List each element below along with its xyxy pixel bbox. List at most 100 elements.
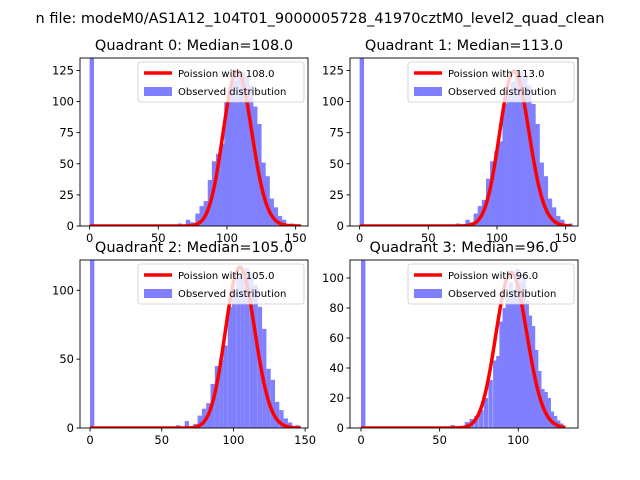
histogram-bar [253, 106, 258, 226]
legend-bar-swatch [144, 87, 172, 96]
y-tick-label: 80 [329, 301, 344, 315]
x-tick-label: 150 [294, 433, 316, 447]
histogram-bar [195, 213, 200, 226]
x-tick-label: 150 [285, 231, 307, 245]
histogram-bar [551, 207, 557, 226]
legend-bar-swatch [144, 289, 172, 298]
subplot-quadrant-0: 0 50 100 150 0 25 50 75 100 125 Quadrant 0: Median… [52, 38, 309, 245]
y-tick-label: 100 [52, 95, 74, 109]
histogram-bar [473, 213, 479, 226]
histogram-bar [556, 216, 561, 226]
histogram-bar [197, 415, 202, 428]
histogram-bar [185, 219, 191, 226]
histogram-bar [502, 308, 507, 428]
legend-box [407, 61, 575, 103]
histogram-bar [518, 71, 524, 226]
legend-label-observed: Observed distribution [178, 87, 286, 98]
histogram-bar [511, 290, 517, 428]
subplot-quadrant-3: 0 50 100 0 20 40 60 80 100 Quadrant 3: Median=96.… [322, 240, 579, 447]
figure-suptitle: n file: modeM0/AS1A12_104T01_9000005728_… [36, 11, 605, 27]
histogram-bar [215, 153, 221, 226]
x-tick-label: 150 [555, 231, 577, 245]
legend-label-poisson: Poission with 108.0 [178, 69, 274, 80]
x-tick-label: 100 [486, 231, 508, 245]
poisson-fit-line [89, 265, 302, 428]
histogram-bar [494, 151, 499, 226]
legend-box [137, 61, 305, 103]
histogram-bar [220, 143, 225, 226]
histogram-bar [232, 290, 237, 428]
histogram-bar [240, 71, 246, 226]
legend: Poission with 96.0 Observed distribution [407, 263, 575, 305]
histogram-bar [546, 398, 551, 428]
histogram-bar [552, 416, 558, 428]
histogram-bar [560, 219, 565, 226]
histogram-bar [510, 81, 516, 226]
histogram-bar [505, 297, 511, 428]
y-tick-label: 20 [329, 391, 344, 405]
y-tick-label: 50 [329, 157, 344, 171]
histogram-bar [244, 76, 250, 226]
histogram-bar [236, 74, 241, 226]
histogram-bar [236, 276, 241, 428]
histogram-bar [287, 422, 293, 428]
x-tick-label: 100 [507, 433, 529, 447]
histogram-bar [493, 360, 498, 428]
y-tick-label: 75 [329, 126, 344, 140]
histogram-bar [270, 379, 276, 428]
legend-label-poisson: Poission with 105.0 [178, 271, 274, 282]
histogram-bar [361, 260, 366, 428]
x-tick-label: 50 [432, 433, 447, 447]
histogram-bar [524, 300, 529, 428]
histogram-bar [502, 104, 507, 226]
histogram-bar [514, 74, 520, 226]
y-tick-label: 0 [67, 421, 74, 435]
histogram-bar [547, 198, 553, 226]
legend: Poission with 108.0 Observed distribution [137, 61, 305, 103]
subplot-title: Quadrant 3: Median=96.0 [370, 240, 559, 256]
poisson-fit-line [89, 69, 302, 226]
legend: Poission with 105.0 Observed distribution [137, 263, 305, 305]
x-tick-label: 100 [222, 433, 244, 447]
legend-label-observed: Observed distribution [448, 289, 556, 300]
x-tick-label: 0 [356, 231, 363, 245]
histogram-bar [227, 306, 232, 428]
histogram-bar [523, 76, 528, 226]
histogram-bar [232, 80, 237, 226]
histogram-bar [279, 410, 284, 428]
histogram-bar [478, 410, 484, 428]
histogram-bar [359, 58, 365, 226]
y-tick-label: 40 [329, 361, 344, 375]
axes-frame [79, 57, 309, 227]
x-tick-label: 0 [86, 231, 93, 245]
x-tick-label: 0 [86, 433, 93, 447]
histogram-bar [515, 269, 520, 428]
y-tick-label: 25 [329, 188, 344, 202]
histogram-bar [508, 282, 514, 428]
histogram-bar [518, 281, 523, 428]
subplot-title: Quadrant 1: Median=113.0 [365, 38, 563, 54]
y-tick-label: 25 [59, 188, 74, 202]
y-tick-label: 100 [322, 271, 344, 285]
legend-bar-swatch [414, 87, 442, 96]
subplot-title: Quadrant 0: Median=108.0 [95, 38, 293, 54]
axes-frame [349, 259, 579, 429]
histogram-bar [281, 219, 287, 226]
legend-label-poisson: Poission with 113.0 [448, 69, 544, 80]
histogram-bar [199, 206, 204, 226]
histogram-bar [483, 398, 489, 428]
histogram-bar [275, 401, 280, 428]
histogram-bar [89, 58, 95, 226]
subplot-title: Quadrant 2: Median=105.0 [95, 240, 293, 256]
y-tick-label: 125 [322, 63, 344, 77]
histogram-bar [265, 176, 270, 226]
histogram-bar [277, 216, 283, 226]
histogram-bar [499, 321, 504, 428]
histogram-bar [214, 366, 220, 428]
histogram-bar [498, 141, 503, 226]
y-tick-label: 0 [337, 219, 344, 233]
legend-label-poisson: Poission with 96.0 [448, 271, 538, 282]
axes-frame [79, 259, 309, 429]
histogram-bar [228, 90, 233, 226]
